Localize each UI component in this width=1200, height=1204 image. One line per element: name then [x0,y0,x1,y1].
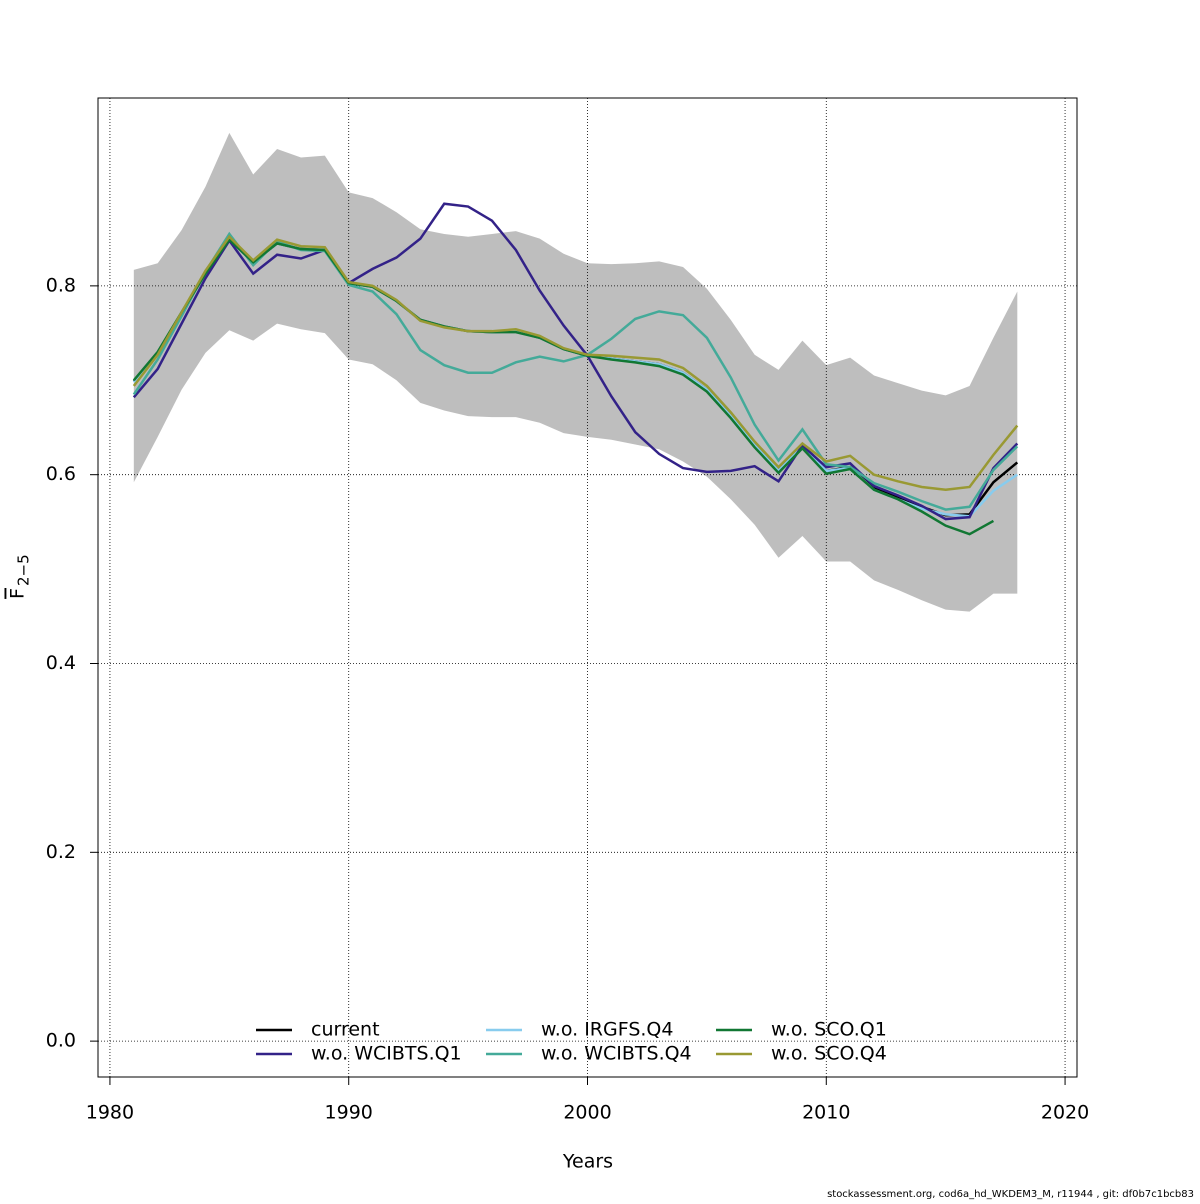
legend-label: w.o. SCO.Q4 [771,1043,887,1065]
legend-label: w.o. IRGFS.Q4 [541,1019,673,1041]
legend-label: w.o. SCO.Q1 [771,1019,887,1041]
y-tick-label: 0.4 [46,652,76,674]
series-line [132,234,1019,492]
y-axis-label-sub: 2−5 [15,554,33,586]
x-tick-label: 2020 [1041,1102,1089,1124]
y-axis-label-main: F [7,588,29,599]
y-tick-label: 0.8 [46,274,76,296]
confidence-band [133,132,1018,612]
legend-label: w.o. WCIBTS.Q4 [541,1043,692,1065]
x-tick-label: 1980 [86,1102,134,1124]
x-tick-label: 2000 [563,1102,611,1124]
y-axis-label: F 2−5 [7,554,33,599]
x-axis-label: Years [562,1151,613,1173]
series-line [132,231,1019,511]
footnote: stockassessment.org, cod6a_hd_WKDEM3_M, … [827,1189,1194,1200]
legend-label: w.o. WCIBTS.Q1 [311,1043,462,1065]
legend-label: current [311,1019,380,1041]
y-tick-label: 0.6 [46,463,76,485]
y-tick-label: 0.0 [46,1030,76,1052]
x-tick-label: 2010 [802,1102,850,1124]
x-tick-label: 1990 [325,1102,373,1124]
series-line [132,202,1019,521]
plot-frame [97,97,1078,1078]
y-tick-label: 0.2 [46,841,76,863]
